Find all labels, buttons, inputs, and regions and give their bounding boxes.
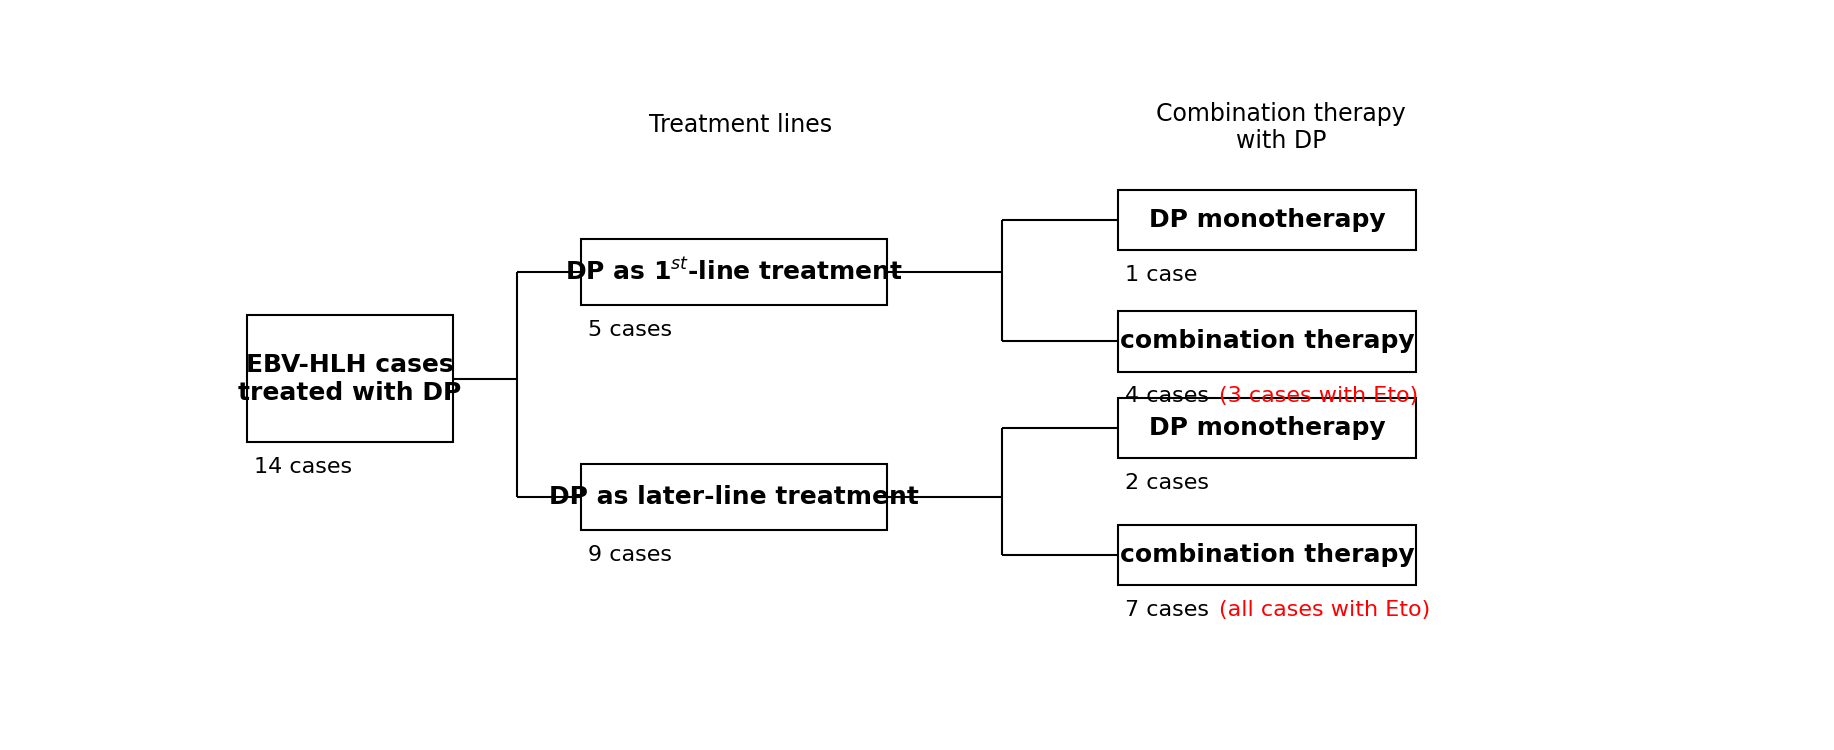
Text: Treatment lines: Treatment lines — [649, 113, 833, 137]
Text: 4 cases: 4 cases — [1124, 386, 1216, 406]
Text: 5 cases: 5 cases — [589, 320, 673, 340]
Text: combination therapy: combination therapy — [1119, 329, 1414, 353]
Bar — [1117, 190, 1416, 250]
Text: DP monotherapy: DP monotherapy — [1148, 416, 1385, 440]
Text: EBV-HLH cases
treated with DP: EBV-HLH cases treated with DP — [238, 352, 462, 405]
Text: (3 cases with Eto): (3 cases with Eto) — [1218, 386, 1418, 406]
Text: DP as later-line treatment: DP as later-line treatment — [548, 485, 919, 509]
Text: combination therapy: combination therapy — [1119, 543, 1414, 567]
Text: 7 cases: 7 cases — [1124, 600, 1216, 619]
Bar — [1117, 311, 1416, 371]
Text: 14 cases: 14 cases — [255, 457, 352, 477]
Text: 1 case: 1 case — [1124, 265, 1198, 285]
Bar — [581, 238, 886, 305]
Text: DP monotherapy: DP monotherapy — [1148, 208, 1385, 232]
Text: DP as 1$^{st}$-line treatment: DP as 1$^{st}$-line treatment — [565, 259, 902, 285]
Bar — [581, 464, 886, 530]
Bar — [1117, 398, 1416, 458]
Bar — [1117, 524, 1416, 585]
Text: 2 cases: 2 cases — [1124, 472, 1209, 493]
Text: 9 cases: 9 cases — [589, 544, 671, 565]
Bar — [248, 315, 453, 442]
Text: (all cases with Eto): (all cases with Eto) — [1218, 600, 1431, 619]
Text: Combination therapy
with DP: Combination therapy with DP — [1155, 101, 1407, 153]
